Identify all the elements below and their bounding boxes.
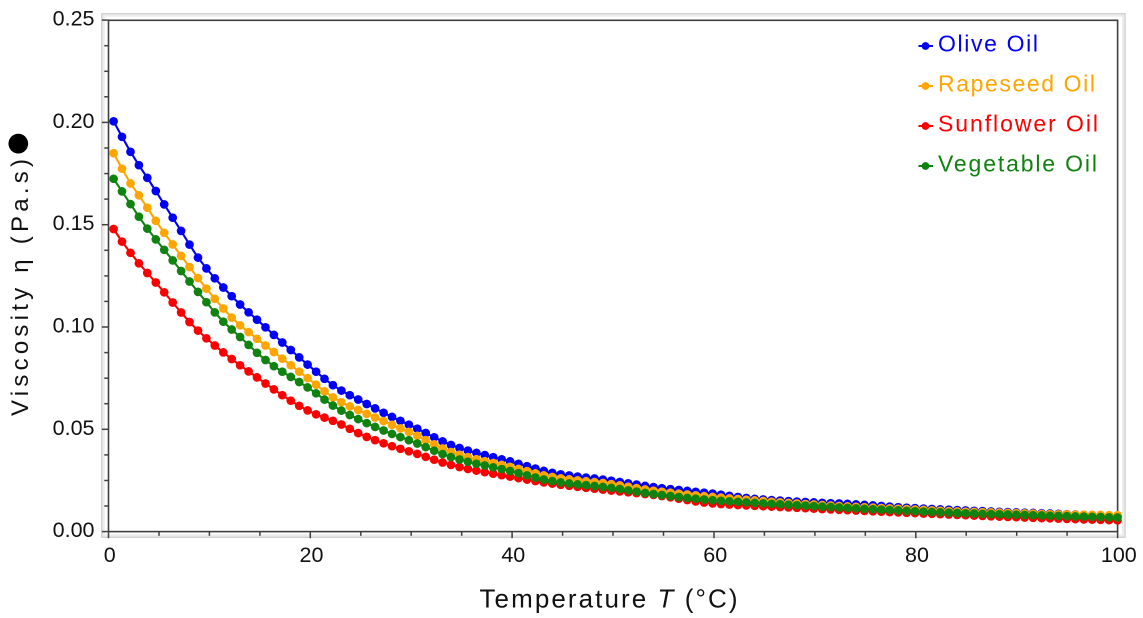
svg-text:0.10: 0.10 [53,314,95,338]
svg-text:0.15: 0.15 [53,211,95,235]
svg-text:100: 100 [1101,543,1137,567]
svg-text:80: 80 [905,543,929,567]
svg-text:0.05: 0.05 [53,416,95,440]
svg-text:Rapeseed Oil: Rapeseed Oil [938,70,1095,96]
svg-text:Olive Oil: Olive Oil [938,30,1038,56]
svg-text:0.25: 0.25 [53,7,95,31]
svg-text:0.20: 0.20 [53,109,95,133]
svg-text:0: 0 [104,543,116,567]
svg-text:20: 20 [300,543,324,567]
svg-text:Vegetable Oil: Vegetable Oil [938,150,1097,176]
svg-text:40: 40 [501,543,525,567]
svg-text:Temperature T (°C): Temperature T (°C) [480,584,738,614]
svg-text:0.00: 0.00 [53,518,95,542]
svg-text:Sunflower Oil: Sunflower Oil [938,110,1098,136]
svg-text:60: 60 [703,543,727,567]
